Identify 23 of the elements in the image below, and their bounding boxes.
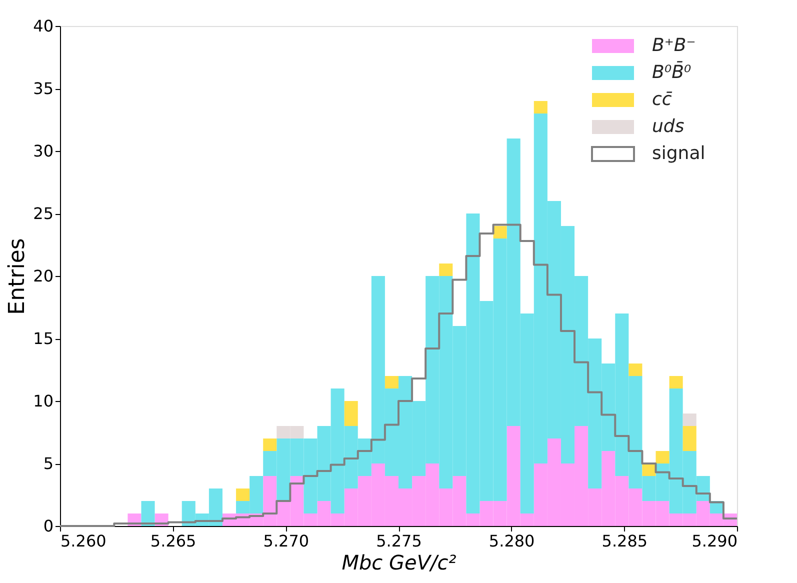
y-tick-label: 40	[33, 16, 54, 36]
y-tick-label: 5	[43, 454, 54, 473]
x-tick-label: 5.265	[150, 532, 196, 550]
y-tick-label: 0	[43, 516, 54, 536]
legend-label: cc̄	[652, 89, 672, 110]
x-tick-label: 5.285	[602, 532, 648, 550]
x-tick-label: 5.275	[376, 532, 422, 550]
x-tick-label: 5.290	[692, 532, 738, 550]
x-axis-title: Mbc GeV/c²	[342, 550, 456, 574]
y-tick-label: 25	[33, 204, 54, 223]
y-tick-label: 15	[33, 329, 54, 348]
y-axis-title: Entries	[5, 238, 30, 315]
legend-label: uds	[652, 116, 684, 137]
y-tick-label: 35	[33, 79, 54, 98]
y-tick-label: 10	[33, 392, 54, 410]
y-tick-label: 20	[33, 266, 54, 286]
legend-label: signal	[652, 143, 706, 164]
y-tick-label: 30	[33, 142, 54, 160]
x-tick-label: 5.260	[60, 532, 106, 550]
x-tick-label: 5.280	[488, 532, 535, 550]
legend-label: B⁺B⁻	[652, 35, 696, 56]
legend-label: B⁰B̄⁰	[652, 60, 692, 83]
x-tick-label: 5.270	[263, 532, 310, 550]
